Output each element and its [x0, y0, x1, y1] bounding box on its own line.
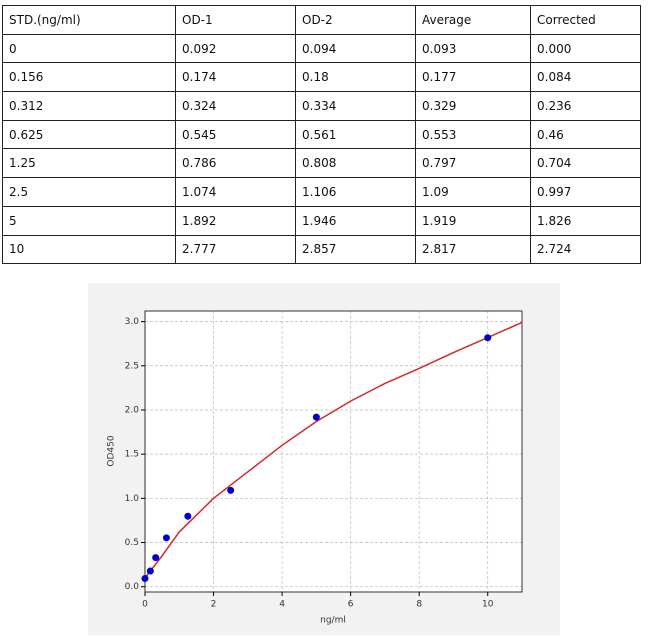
x-axis-label: ng/ml — [320, 616, 346, 626]
x-tick-label: 4 — [279, 600, 285, 610]
cell: 2.817 — [415, 234, 531, 265]
cell: 0.704 — [530, 148, 641, 179]
cell: 10 — [2, 234, 176, 265]
cell: 0.177 — [415, 62, 531, 93]
table-row: 0 0.092 0.094 0.093 0.000 — [2, 33, 641, 64]
data-point — [141, 574, 149, 582]
cell: 1.946 — [295, 205, 416, 236]
cell: 0.312 — [2, 91, 176, 121]
y-tick-label: 0.5 — [125, 538, 139, 548]
data-point — [227, 486, 235, 494]
cell: 2.5 — [2, 177, 176, 207]
y-tick-label: 1.5 — [125, 450, 139, 460]
data-point — [184, 512, 192, 520]
y-tick-label: 2.0 — [125, 405, 140, 415]
fit-curve — [144, 321, 523, 579]
cell: 1.826 — [530, 205, 641, 236]
cell: 0.18 — [295, 62, 416, 93]
plot-area — [145, 311, 522, 592]
y-tick-label: 2.5 — [125, 361, 139, 371]
data-point — [162, 534, 170, 542]
y-tick-label: 3.0 — [125, 317, 140, 327]
cell: Corrected — [530, 5, 641, 35]
plot-frame — [144, 310, 523, 593]
x-tick-label: 6 — [348, 600, 354, 610]
cell: 2.777 — [175, 234, 296, 265]
y-tick-label: 0.0 — [125, 582, 140, 592]
x-tick-label: 10 — [482, 600, 494, 610]
data-point — [146, 567, 154, 575]
cell: 0.786 — [175, 148, 296, 179]
table-row: 10 2.777 2.857 2.817 2.724 — [2, 234, 641, 265]
table-row: 5 1.892 1.946 1.919 1.826 — [2, 205, 641, 236]
data-point — [152, 554, 160, 562]
cell: 0.997 — [530, 177, 641, 207]
cell: OD-1 — [175, 5, 296, 35]
table-row: 0.312 0.324 0.334 0.329 0.236 — [2, 91, 641, 121]
cell: 2.724 — [530, 234, 641, 265]
header-row: STD.(ng/ml) OD-1 OD-2 Average Corrected — [2, 5, 641, 35]
x-tick-label: 8 — [416, 600, 422, 610]
y-tick-label: 1.0 — [125, 494, 140, 504]
y-axis-label: OD450 — [107, 435, 117, 466]
x-tick-label: 0 — [142, 600, 148, 610]
data-table: STD.(ng/ml) OD-1 OD-2 Average Corrected 0 0.09… — [2, 5, 641, 265]
cell: STD.(ng/ml) — [2, 5, 176, 35]
cell: 0.329 — [415, 91, 531, 121]
cell: Average — [415, 5, 531, 35]
cell: 0.334 — [295, 91, 416, 121]
cell: 0.092 — [175, 33, 296, 64]
data-point — [312, 413, 320, 421]
cell: 0.797 — [415, 148, 531, 179]
cell: 0.545 — [175, 119, 296, 150]
cell: 0.553 — [415, 119, 531, 150]
cell: 2.857 — [295, 234, 416, 265]
cell: 0.094 — [295, 33, 416, 64]
x-tick-label: 2 — [211, 600, 217, 610]
data-point — [484, 334, 492, 342]
